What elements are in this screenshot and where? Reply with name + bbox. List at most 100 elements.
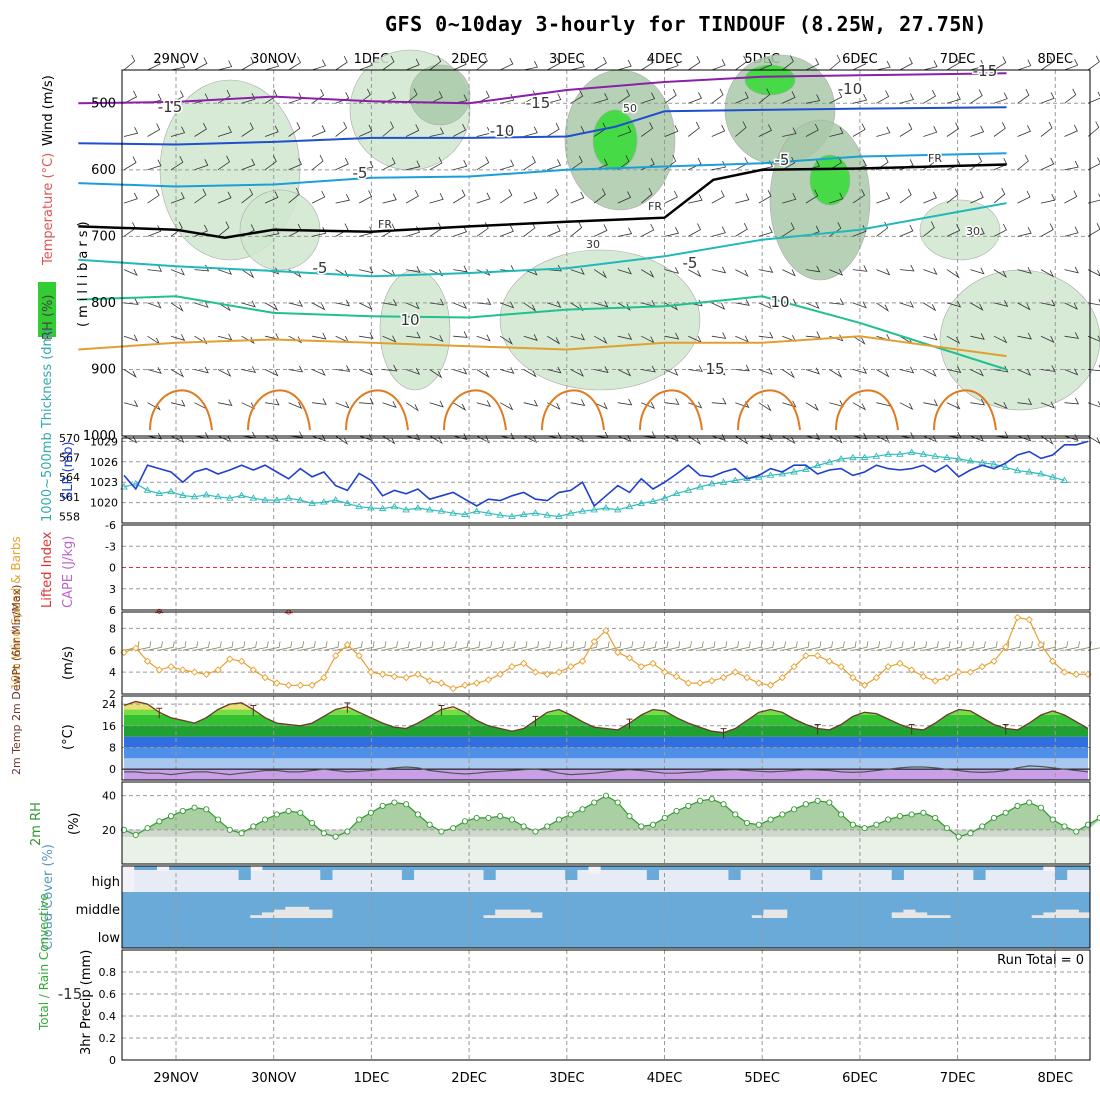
wind-barb <box>359 641 375 651</box>
wind-barb <box>594 335 608 344</box>
wind-barb <box>1040 299 1056 307</box>
wind-barb <box>229 641 246 651</box>
wind-barb <box>594 300 609 308</box>
wind-barb <box>758 124 772 137</box>
wind-barb <box>206 641 222 651</box>
wind-barb <box>288 158 303 171</box>
date-label: 4DEC <box>647 52 683 67</box>
wind-barb <box>829 641 845 651</box>
wind-barb <box>1040 435 1054 445</box>
thickness-tick: 564 <box>59 471 80 484</box>
wind-barb <box>311 154 324 171</box>
wind-barb <box>123 54 136 71</box>
data-point <box>955 668 963 676</box>
data-point <box>425 506 434 513</box>
wind-barb <box>770 641 786 651</box>
wind-barb <box>711 59 726 71</box>
wind-tick: 8 <box>109 622 116 635</box>
wind-barb <box>1040 365 1056 372</box>
cloud-cell <box>751 915 764 918</box>
wind-barb <box>546 188 560 204</box>
wind-barb <box>1064 302 1078 310</box>
wind-barb <box>923 89 936 104</box>
wind-barb <box>217 221 230 237</box>
wind-barb <box>359 397 374 405</box>
contour-label: 50 <box>623 102 637 115</box>
temp-grid <box>122 696 1090 780</box>
cloud-cell <box>1055 866 1068 880</box>
date-label: 30NOV <box>251 52 296 67</box>
contour-label: -5 <box>775 151 790 169</box>
data-point <box>790 663 798 671</box>
wind-barb <box>335 435 349 445</box>
date-label: 29NOV <box>153 52 198 67</box>
wind-barb <box>852 225 867 237</box>
wind-barb <box>970 641 986 651</box>
data-point <box>484 676 493 684</box>
wind-barb <box>429 335 444 342</box>
wind-barb <box>641 56 654 71</box>
wind-barb <box>805 123 819 137</box>
data-point <box>296 496 305 503</box>
wind-barb <box>1064 226 1079 237</box>
wind-barb <box>170 399 186 407</box>
data-point <box>190 668 199 676</box>
wind-barb <box>782 156 796 171</box>
data-point <box>638 823 645 830</box>
wind-barb <box>1017 154 1029 171</box>
wind-barb <box>1040 223 1054 237</box>
wind-barb <box>876 221 889 237</box>
wind-barb <box>123 400 139 408</box>
wind-barb <box>453 160 468 171</box>
wind-grid <box>122 612 1090 694</box>
contour-label: -5 <box>353 164 368 182</box>
data-point <box>731 668 739 676</box>
wind-barb <box>547 264 562 272</box>
data-point <box>966 457 975 464</box>
li-tick: 6 <box>109 604 116 617</box>
wind-barb <box>735 91 749 104</box>
data-point <box>1013 466 1022 474</box>
run-total: Run Total = 0 <box>997 953 1084 968</box>
wind-barb <box>264 302 279 311</box>
data-point <box>403 801 410 808</box>
wind-barb <box>335 56 348 71</box>
data-point <box>132 831 139 839</box>
data-point <box>167 487 175 495</box>
wind-barb <box>1087 269 1100 277</box>
wind-barb <box>523 90 537 104</box>
wind-barb <box>970 302 984 311</box>
wind-barb <box>382 193 397 204</box>
data-point <box>885 816 892 823</box>
wind-barb <box>311 59 326 71</box>
wind-barb <box>217 155 231 171</box>
slp-lines <box>120 440 1089 519</box>
wind-barb <box>394 641 410 651</box>
wind-barb <box>829 54 841 71</box>
wind-barb <box>1064 641 1080 651</box>
data-point <box>519 510 528 517</box>
wind-barb <box>946 93 961 104</box>
data-point <box>602 626 610 635</box>
cloud-row-label: middle <box>76 903 120 918</box>
cloud-cell <box>308 909 321 918</box>
data-point <box>273 811 280 818</box>
data-point <box>214 492 222 500</box>
data-point <box>919 450 928 457</box>
cloud-cover-label: Cloud Cover (%) <box>41 844 56 950</box>
thickness-tick: 558 <box>59 510 80 523</box>
wind-barb <box>970 369 984 377</box>
wind-barb <box>135 641 152 651</box>
wind-barb <box>123 192 138 204</box>
data-point <box>567 663 575 671</box>
data-point <box>802 801 809 808</box>
wind-barb <box>500 402 514 411</box>
wind-barb <box>123 298 139 305</box>
data-point <box>591 799 598 806</box>
data-point <box>1037 470 1045 477</box>
data-point <box>191 804 198 811</box>
data-point <box>660 494 669 501</box>
wind-barb <box>829 369 843 378</box>
rh-area <box>124 795 1100 837</box>
